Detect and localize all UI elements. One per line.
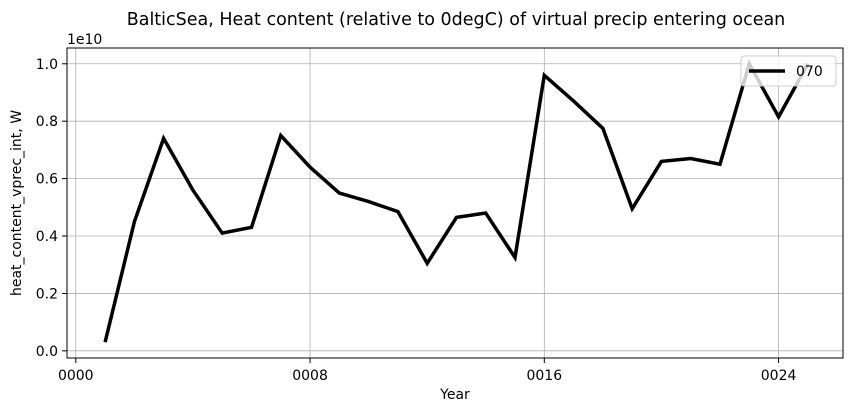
y-tick-label: 0.8 bbox=[36, 114, 58, 130]
y-tick-label: 0.4 bbox=[36, 229, 58, 245]
x-axis-label: Year bbox=[439, 387, 470, 403]
y-tick-label: 0.6 bbox=[36, 172, 58, 188]
x-axis: 0000 0008 0016 0024 bbox=[58, 358, 797, 384]
y-tick-label: 0.2 bbox=[36, 286, 58, 302]
series-layer bbox=[103, 59, 810, 343]
y-offset-label: 1e10 bbox=[67, 32, 102, 48]
x-tick-label: 0008 bbox=[292, 368, 328, 384]
legend-label-070: 070 bbox=[796, 64, 823, 80]
x-tick-label: 0016 bbox=[526, 368, 562, 384]
chart-title: BalticSea, Heat content (relative to 0de… bbox=[127, 10, 786, 30]
y-axis-label: heat_content_vprec_int, W bbox=[9, 110, 25, 296]
legend-box bbox=[740, 55, 837, 87]
plot-area bbox=[66, 47, 844, 359]
y-axis: 0.0 0.2 0.4 0.6 0.8 1.0 bbox=[36, 57, 67, 360]
y-tick-label: 1.0 bbox=[36, 57, 58, 73]
grid-lines bbox=[67, 48, 843, 358]
legend: 070 bbox=[740, 55, 837, 87]
x-tick-label: 0000 bbox=[58, 368, 94, 384]
x-tick-label: 0024 bbox=[761, 368, 797, 384]
series-line-070 bbox=[103, 59, 810, 343]
y-tick-label: 0.0 bbox=[36, 344, 58, 360]
